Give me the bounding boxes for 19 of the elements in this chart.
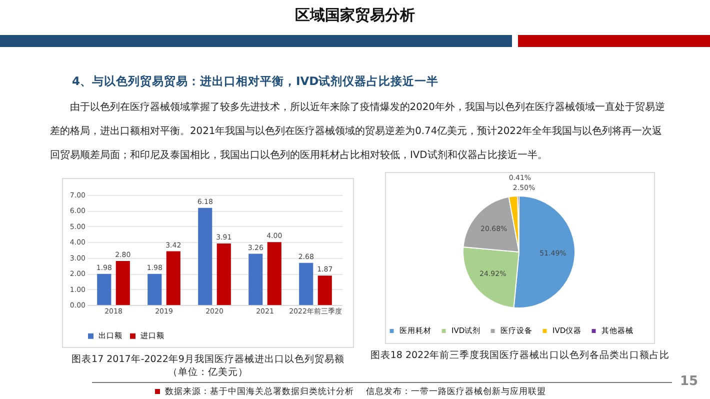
- bar: [267, 242, 282, 305]
- text: 图表18 2022年前三季度我国医疗器械出口以色列各品类出口额占比: [369, 349, 671, 362]
- bar: [318, 276, 332, 305]
- source-note: 数据来源：基于中国海关总署数据归类统计分析: [165, 387, 354, 397]
- text: 区域国家贸易分析: [294, 6, 416, 25]
- text: 图表17 2017年-2022年9月我国医疗器械进出口以色列贸易额: [72, 354, 344, 365]
- bar: [166, 251, 180, 305]
- text: 信息发布：一带一路医疗器械创新与应用联盟: [366, 387, 546, 397]
- bar: [299, 262, 314, 305]
- text: 由于以色列在医疗器械领域掌握了较多先进技术，所以近年来除了疫情爆发的2020年外，我国与以色列在医疗器械领域一直处于贸易逆差的格局，进出口额相对平衡。2021年我国与以色列在医疗器械领域的贸易逆差为0.74亿美元，预计2022年全年我国与以色列将再一次返回贸易顺差局面；和印尼及泰国相比，我国出口以色列的医用耗材占比相对较低，IVD试剂和仪器占比接近一半。: [50, 102, 665, 161]
- bar: [97, 274, 112, 305]
- text: 15: [680, 374, 698, 389]
- bar: [198, 208, 212, 305]
- bar: [116, 261, 130, 305]
- bar: [216, 244, 231, 305]
- bar: [148, 274, 162, 305]
- text: 4、与以色列贸易贸易：进出口相对平衡，IVD试剂仪器占比接近一半: [72, 74, 439, 89]
- text: （单位：亿美元）: [167, 366, 249, 379]
- bar: [248, 254, 263, 305]
